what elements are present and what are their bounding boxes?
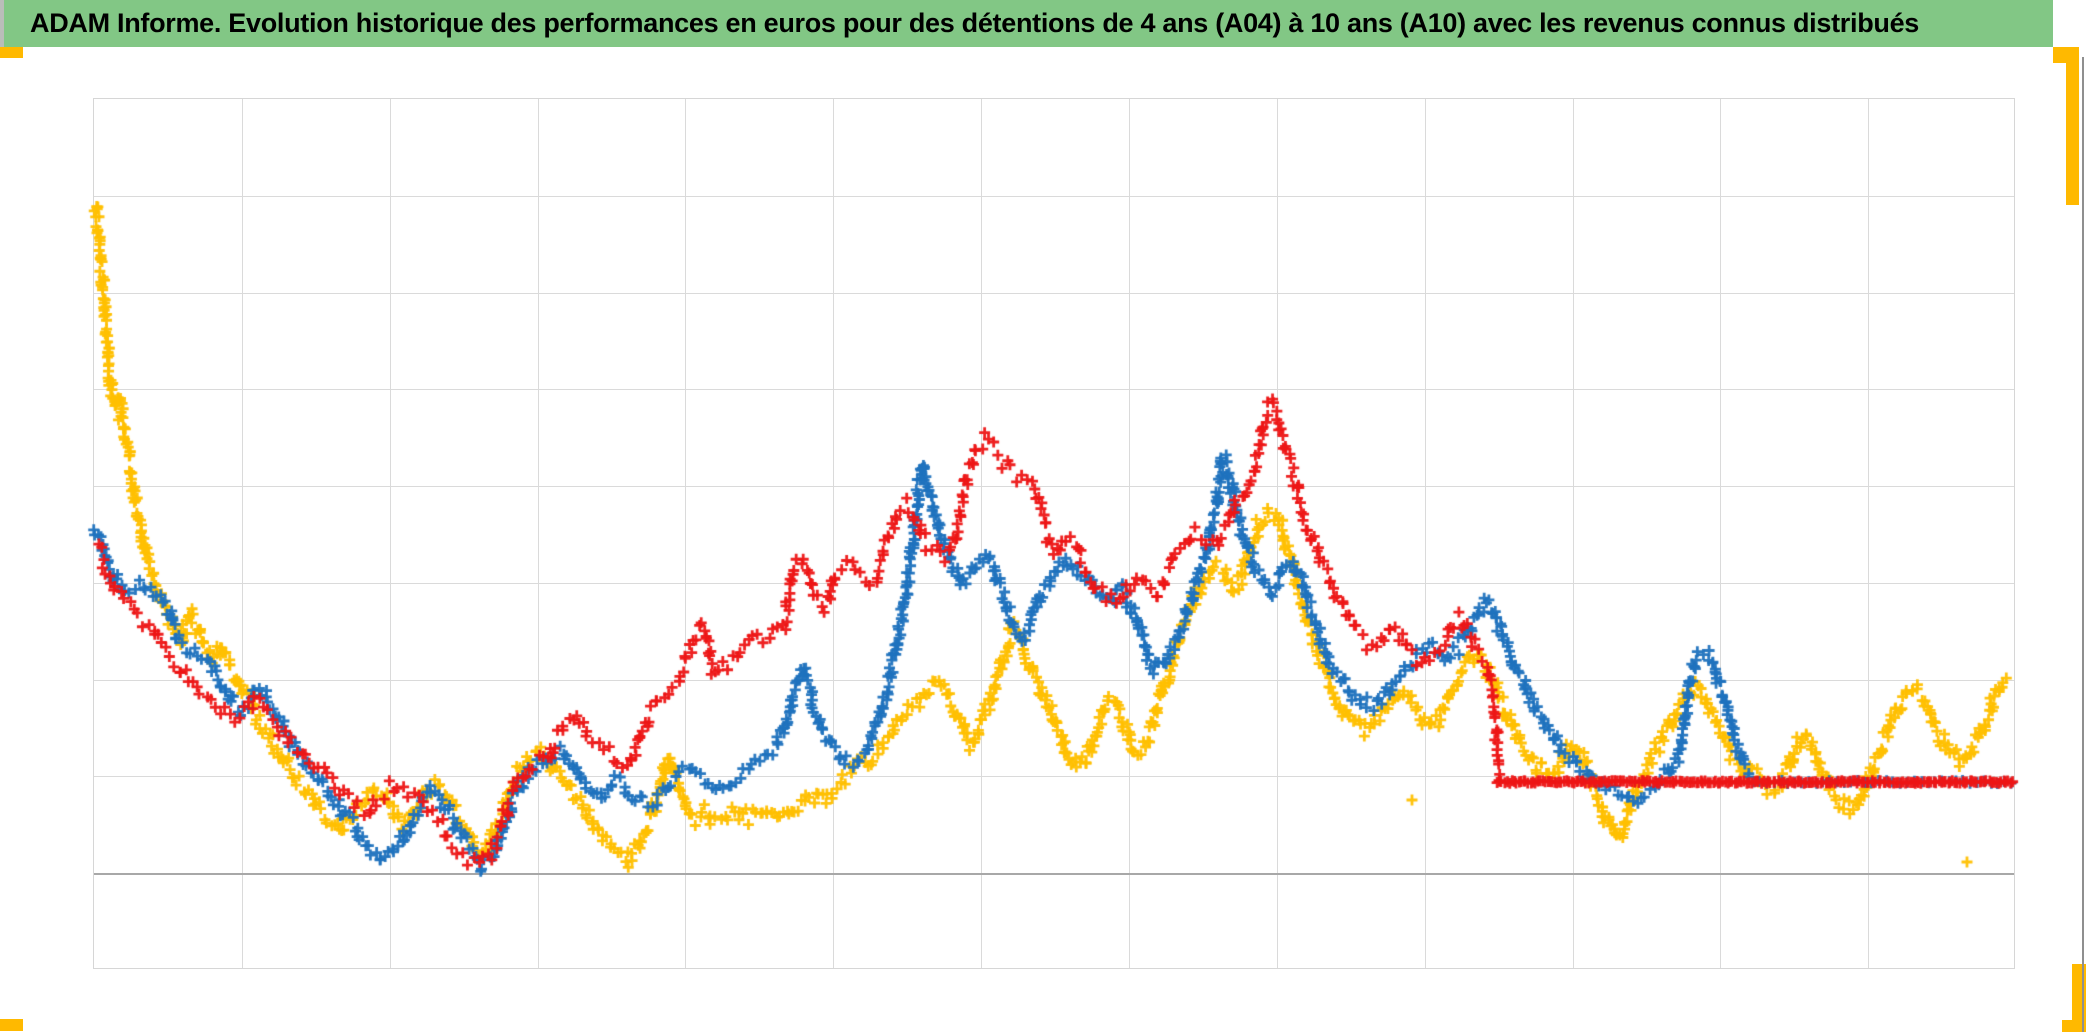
slide: ADAM Informe. Evolution historique des p… [0,0,2086,1032]
scatter-marker-canvas [0,0,2086,1032]
